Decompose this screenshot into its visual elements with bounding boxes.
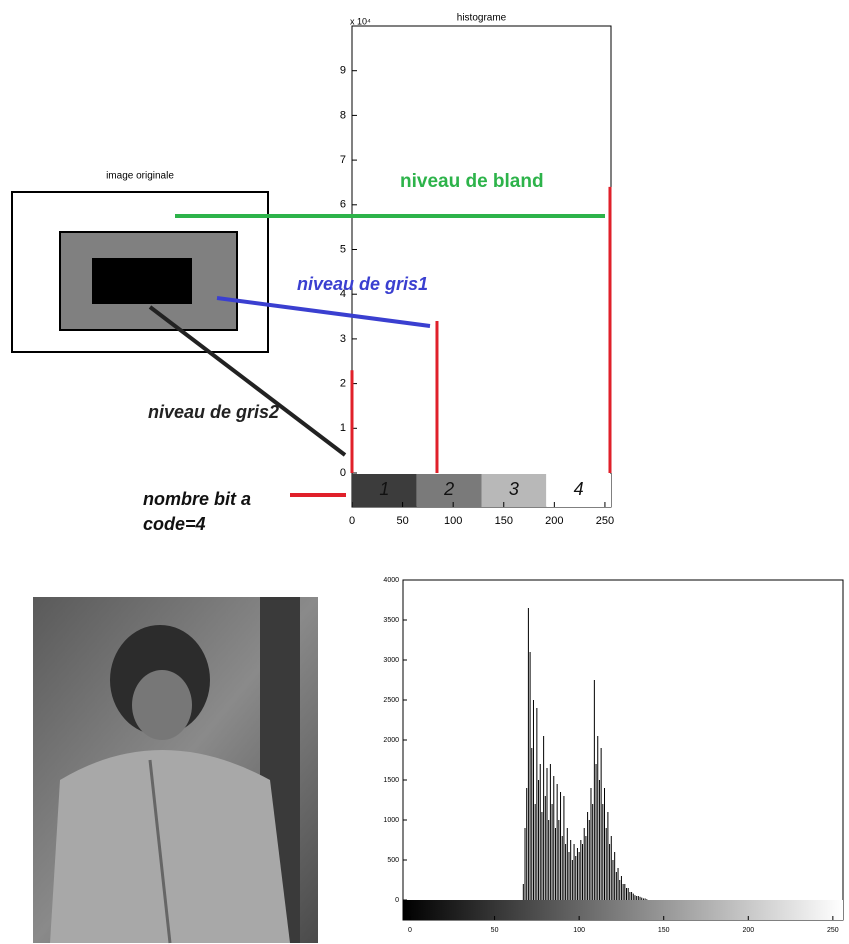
photo — [33, 597, 318, 944]
y-tick-label: 3 — [340, 333, 346, 345]
y-tick-label: 5 — [340, 243, 346, 255]
y-tick-label: 8 — [340, 109, 346, 121]
dark-region — [92, 258, 192, 304]
inset-title: image originale — [106, 171, 174, 182]
level-swatch — [352, 474, 417, 507]
x-tick-label: 100 — [573, 927, 585, 934]
y-tick-label: 7 — [340, 154, 346, 166]
y-tick-label: 4 — [340, 288, 346, 300]
pointer-line — [216, 296, 431, 328]
x-tick-label: 150 — [658, 927, 670, 934]
y-tick-label: 3000 — [383, 657, 399, 664]
level-swatch — [481, 474, 547, 507]
y-tick-label: 2 — [340, 378, 346, 390]
y-scale-label: x 10⁴ — [350, 16, 371, 26]
level-swatch — [416, 474, 482, 507]
annotation: niveau de gris1 — [297, 274, 428, 294]
y-tick-label: 500 — [387, 857, 399, 864]
chart-title: histograme — [457, 13, 507, 24]
level-label: 2 — [443, 479, 454, 499]
x-tick-label: 250 — [827, 927, 839, 934]
y-tick-label: 9 — [340, 65, 346, 77]
annotation: niveau de bland — [400, 171, 544, 192]
x-tick-label: 50 — [396, 515, 408, 527]
y-tick-label: 1500 — [383, 777, 399, 784]
plot-area — [351, 25, 612, 508]
level-label: 4 — [574, 479, 584, 499]
y-tick-label: 0 — [340, 467, 346, 479]
x-tick-label: 150 — [495, 515, 513, 527]
level-label: 3 — [509, 479, 519, 499]
y-tick-label: 4000 — [383, 577, 399, 584]
y-tick-label: 2500 — [383, 697, 399, 704]
x-tick-label: 50 — [491, 927, 499, 934]
annotation: nombre bit a — [143, 489, 251, 509]
annotation: niveau de gris2 — [148, 402, 279, 422]
x-tick-label: 100 — [444, 515, 462, 527]
level-swatch — [546, 474, 611, 507]
x-tick-label: 200 — [742, 927, 754, 934]
plot-area — [402, 579, 844, 921]
annotation: code=4 — [143, 514, 206, 534]
pointer-line — [148, 305, 347, 457]
y-tick-label: 1000 — [383, 817, 399, 824]
y-tick-label: 2000 — [383, 737, 399, 744]
x-tick-label: 0 — [408, 927, 412, 934]
y-tick-label: 3500 — [383, 617, 399, 624]
y-tick-label: 0 — [395, 897, 399, 904]
gray-colorbar — [403, 900, 843, 920]
x-tick-label: 200 — [545, 515, 563, 527]
x-tick-label: 0 — [349, 515, 355, 527]
level-label: 1 — [379, 479, 389, 499]
y-tick-label: 1 — [340, 422, 346, 434]
x-tick-label: 250 — [596, 515, 614, 527]
y-tick-label: 6 — [340, 199, 346, 211]
